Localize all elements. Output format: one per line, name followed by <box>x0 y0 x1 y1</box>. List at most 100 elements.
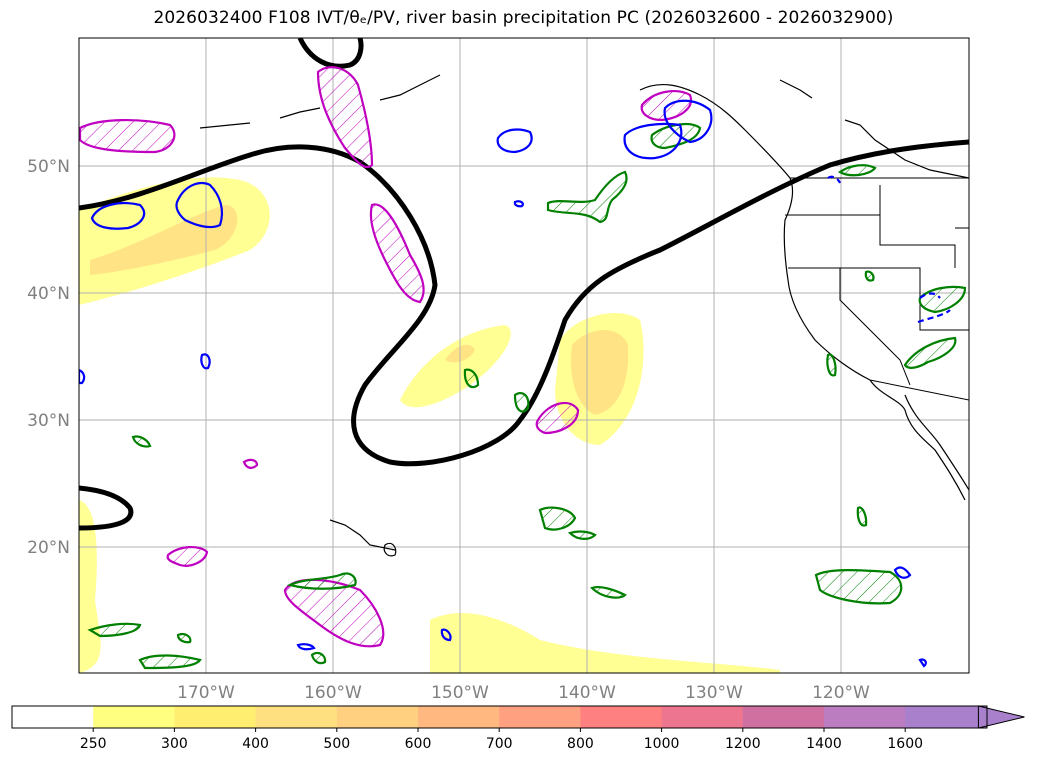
colorbar-tick-label: 1000 <box>644 736 680 752</box>
map-title: 2026032400 F108 IVT/θₑ/PV, river basin p… <box>153 8 894 28</box>
map-panel <box>79 38 969 673</box>
border-california-nevada <box>839 268 911 386</box>
lat-label-40n: 40°N <box>27 284 70 304</box>
colorbar-cell <box>499 706 581 728</box>
colorbar-tick-labels: 250 300 400 500 600 700 800 1000 1200 1400 1600 <box>80 728 923 752</box>
precip-neg-contour-5 <box>663 99 713 144</box>
precip-pos-contour-16 <box>567 530 597 540</box>
colorbar-tick-label: 500 <box>323 736 350 752</box>
colorbar-cells <box>12 706 987 728</box>
coastline-aleutians-central <box>279 107 321 119</box>
lat-label-20n: 20°N <box>27 538 70 558</box>
precip-pos-contour-15 <box>131 435 152 448</box>
colorbar-cell <box>824 706 906 728</box>
theta-e-contour-north <box>297 38 364 69</box>
pv-contour-6 <box>242 458 259 469</box>
lon-labels: 170°W 160°W 150°W 140°W 130°W 120°W <box>177 683 870 703</box>
lon-label-120w: 120°W <box>812 683 870 703</box>
border-idaho <box>879 215 956 268</box>
map-frame <box>78 37 970 674</box>
precip-pos-contour-13 <box>856 506 868 527</box>
colorbar-cell <box>580 706 663 728</box>
precip-neg-contour-14 <box>513 200 524 208</box>
lat-label-30n: 30°N <box>27 411 70 431</box>
colorbar-tick-label: 250 <box>80 736 107 752</box>
precip-pos-contour-14 <box>826 353 837 377</box>
precip-pos-contour-17 <box>837 164 877 177</box>
coastline-alaska-inlet <box>779 79 813 99</box>
colorbar-tick-label: 1600 <box>887 736 923 752</box>
coastline-hawaii <box>329 519 396 551</box>
colorbar-tick-label: 400 <box>242 736 269 752</box>
pv-contours <box>79 66 693 648</box>
precip-pos-contour-18 <box>310 651 327 665</box>
precip-neg-contour-1 <box>90 201 146 230</box>
precip-neg-contour-2 <box>175 182 224 229</box>
colorbar-cell <box>12 706 94 728</box>
precip-pos-contour-3 <box>903 336 957 369</box>
precip-neg-contour-8 <box>893 566 912 579</box>
pv-contour-3 <box>369 203 425 304</box>
precip-pos-contour-1 <box>546 170 628 224</box>
ivt-core-north <box>90 205 238 275</box>
precip-neg-contour-9 <box>296 643 316 651</box>
precip-neg-contour-12 <box>917 309 951 324</box>
precip-neg-contour-11 <box>919 292 941 299</box>
pv-contour-5 <box>535 401 580 435</box>
colorbar-tick-label: 1400 <box>806 736 842 752</box>
precip-neg-contour-4 <box>623 122 683 160</box>
ivt-region-central <box>400 325 511 408</box>
coastline-aleutians-west <box>199 122 251 129</box>
precip-pos-contour-10 <box>87 622 142 638</box>
precip-neg-contour-3 <box>496 128 533 154</box>
coastline-alaska-peninsula <box>379 74 441 101</box>
theta-e-contour-southwest <box>79 485 134 531</box>
border-us-mexico <box>869 379 969 401</box>
island-hawaii <box>383 542 397 557</box>
precip-neg-contour-10 <box>440 628 452 642</box>
pv-contour-1 <box>79 119 176 154</box>
colorbar-cell <box>255 706 338 728</box>
precip-pos-contour-7 <box>513 392 530 413</box>
precip-neg-contour-6 <box>200 353 211 370</box>
coastline-north-america <box>639 84 966 501</box>
lon-label-130w: 130°W <box>685 683 743 703</box>
lat-label-50n: 50°N <box>27 157 70 177</box>
pv-contour-2 <box>316 66 374 169</box>
colorbar-cell <box>336 706 419 728</box>
colorbar-tick-label: 300 <box>161 736 188 752</box>
ivt-core-east <box>570 330 629 415</box>
precip-pos-contour-6 <box>538 506 577 531</box>
colorbar-cell <box>905 706 987 728</box>
colorbar-cell <box>742 706 825 728</box>
pv-contour-7 <box>166 546 209 567</box>
colorbar-cell <box>174 706 257 728</box>
precip-pos-contour-5 <box>814 569 903 605</box>
precip-pos-contour-20 <box>864 270 875 282</box>
colorbar-tick-label: 600 <box>405 736 432 752</box>
colorbar: 250 300 400 500 600 700 800 1000 1200 1400 1600 <box>11 705 1025 752</box>
colorbar-cell <box>418 706 500 728</box>
colorbar-cell <box>661 706 744 728</box>
colorbar-tick-label: 800 <box>567 736 594 752</box>
precip-pos-contour-9 <box>286 572 357 590</box>
precip-pc-negative-contours <box>79 99 951 668</box>
precip-pos-contour-19 <box>176 633 192 644</box>
precip-pos-contour-12 <box>590 586 627 599</box>
precip-neg-contour-7 <box>79 368 86 385</box>
lat-labels: 50°N 40°N 30°N 20°N <box>27 157 70 558</box>
lon-label-140w: 140°W <box>558 683 616 703</box>
colorbar-tick-label: 700 <box>486 736 513 752</box>
lon-label-160w: 160°W <box>304 683 362 703</box>
ivt-region-south <box>430 612 780 673</box>
graticule <box>79 38 969 673</box>
precip-pos-contour-11 <box>138 654 202 670</box>
theta-e-contours <box>79 38 969 531</box>
precip-neg-contour-13 <box>827 175 842 184</box>
precip-neg-contour-15 <box>918 658 927 668</box>
coastline-baja-california <box>904 394 969 491</box>
lon-label-150w: 150°W <box>431 683 489 703</box>
colorbar-tick-label: 1200 <box>725 736 761 752</box>
theta-e-contour-main <box>79 139 969 467</box>
